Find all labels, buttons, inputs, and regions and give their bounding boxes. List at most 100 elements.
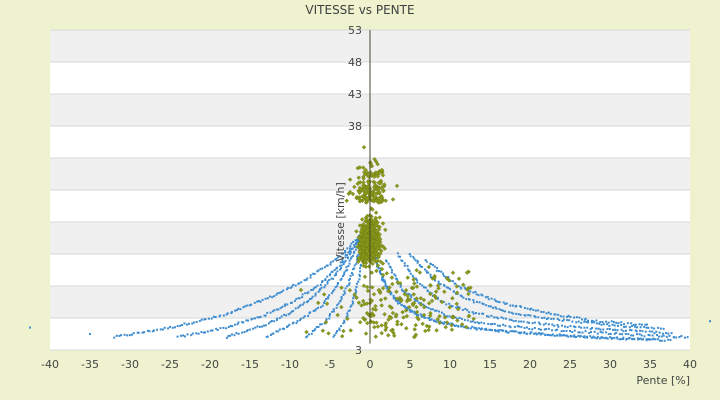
- data-point-olive: [411, 285, 416, 291]
- data-point-blue: [670, 332, 673, 335]
- data-point-blue: [335, 257, 338, 260]
- data-point-blue: [471, 320, 474, 323]
- data-point-blue: [667, 338, 670, 341]
- data-point-blue: [320, 323, 323, 326]
- data-point-olive: [373, 303, 378, 309]
- data-point-blue: [151, 330, 154, 333]
- data-point-blue: [475, 327, 478, 330]
- data-point-blue: [513, 325, 516, 328]
- data-point-blue: [382, 280, 385, 283]
- data-point-blue: [656, 338, 659, 341]
- data-point-blue: [323, 266, 326, 269]
- data-point-olive: [368, 170, 373, 175]
- data-point-blue: [469, 320, 472, 323]
- data-point-olive: [365, 284, 370, 290]
- data-point-blue: [287, 313, 290, 316]
- data-point-blue: [520, 325, 523, 328]
- data-point-olive: [433, 289, 439, 294]
- data-point-olive: [354, 229, 359, 234]
- data-point-blue: [575, 336, 578, 339]
- data-point-blue: [512, 320, 515, 323]
- data-point-blue: [483, 322, 486, 325]
- data-point-blue: [352, 297, 355, 300]
- data-point-blue: [141, 331, 144, 334]
- data-point-olive: [426, 300, 432, 306]
- data-point-olive: [374, 320, 379, 325]
- data-point-blue: [180, 324, 183, 327]
- data-point-olive: [390, 197, 396, 202]
- data-point-blue: [330, 277, 333, 280]
- data-point-olive: [403, 308, 409, 313]
- data-point-blue: [541, 332, 544, 335]
- data-point-blue: [308, 298, 311, 301]
- data-point-blue: [200, 318, 203, 321]
- data-point-blue: [341, 275, 344, 278]
- data-point-blue: [256, 325, 259, 328]
- data-point-blue: [341, 259, 344, 262]
- data-point-blue: [522, 320, 525, 323]
- data-point-olive: [380, 173, 386, 178]
- data-point-olive: [383, 327, 388, 333]
- data-point-blue: [595, 322, 598, 325]
- data-point-blue: [585, 320, 588, 323]
- data-point-blue: [349, 251, 352, 254]
- data-point-blue: [326, 280, 329, 283]
- data-point-olive: [347, 177, 353, 182]
- data-point-blue: [490, 297, 493, 300]
- data-point-olive: [365, 196, 370, 201]
- data-point-blue: [225, 327, 228, 330]
- data-point-olive: [356, 235, 361, 240]
- data-point-blue: [344, 251, 347, 254]
- data-point-blue: [569, 330, 572, 333]
- data-point-blue: [239, 308, 242, 311]
- x-tick-label: 0: [367, 358, 374, 371]
- data-point-olive: [361, 283, 367, 289]
- data-point-blue: [234, 309, 237, 312]
- data-point-blue: [586, 336, 589, 339]
- data-point-blue: [616, 329, 619, 332]
- data-point-blue: [195, 332, 198, 335]
- data-point-blue: [230, 311, 233, 314]
- data-point-blue: [610, 337, 613, 340]
- data-point-blue: [608, 324, 611, 327]
- data-point-olive: [357, 245, 362, 251]
- data-point-blue: [433, 265, 436, 268]
- data-point-blue: [598, 322, 601, 325]
- data-point-olive: [449, 327, 455, 332]
- data-point-blue: [230, 312, 233, 315]
- data-point-blue: [329, 263, 332, 266]
- data-point-blue: [379, 273, 382, 276]
- data-point-blue: [348, 253, 351, 256]
- data-point-blue: [660, 335, 663, 338]
- data-point-olive: [380, 272, 386, 278]
- data-point-blue: [261, 325, 264, 328]
- data-point-blue: [301, 303, 304, 306]
- data-point-olive: [358, 180, 363, 185]
- data-point-blue: [424, 268, 427, 271]
- data-point-blue: [448, 302, 451, 305]
- data-point-blue: [215, 327, 218, 330]
- data-point-blue: [663, 339, 666, 342]
- data-point-blue: [333, 288, 336, 291]
- data-point-olive: [405, 275, 410, 280]
- data-point-blue: [630, 322, 633, 325]
- data-point-blue: [337, 281, 340, 284]
- data-point-blue: [657, 335, 660, 338]
- data-point-blue: [557, 325, 560, 328]
- data-point-blue: [543, 328, 546, 331]
- data-point-blue: [236, 309, 239, 312]
- data-point-blue: [661, 332, 664, 335]
- data-point-blue: [413, 312, 416, 315]
- data-point-blue: [343, 271, 346, 274]
- data-point-blue: [709, 320, 711, 323]
- y-tick-label: 38: [348, 120, 362, 133]
- data-point-blue: [390, 269, 393, 272]
- data-point-blue: [550, 317, 553, 320]
- data-point-blue: [683, 336, 686, 339]
- data-point-blue: [386, 287, 389, 290]
- data-point-blue: [355, 282, 358, 285]
- data-point-blue: [595, 327, 598, 330]
- data-point-olive: [363, 331, 369, 336]
- data-point-blue: [511, 304, 514, 307]
